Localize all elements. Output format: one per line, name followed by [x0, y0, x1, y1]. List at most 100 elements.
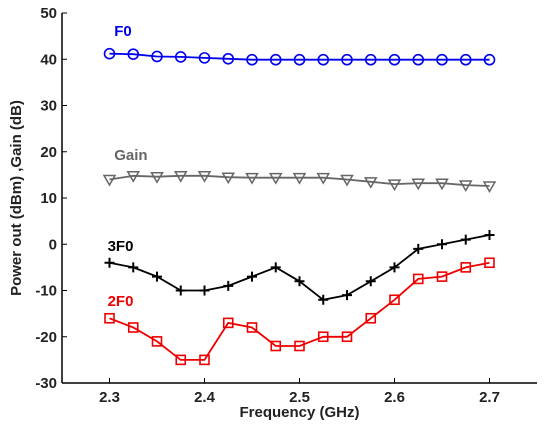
data-point-3 [484, 257, 495, 269]
data-point-1 [482, 181, 497, 193]
data-point-3 [222, 317, 234, 329]
data-point-1 [387, 179, 402, 192]
data-point-2 [247, 271, 257, 282]
series-label-f0: F0 [114, 23, 132, 40]
data-point-2 [223, 280, 234, 291]
x-tick-label: 2.5 [289, 389, 310, 406]
data-point-3 [246, 322, 258, 333]
axes: 2.3 2.4 2.5 2.6 2.7 -30 -20 -10 0 10 20 30 40 50 [35, 5, 537, 406]
y-tick-label: -20 [35, 329, 57, 346]
data-point-0 [198, 52, 211, 64]
data-point-1 [363, 177, 378, 189]
data-point-0 [412, 53, 425, 66]
data-point-2 [175, 285, 186, 296]
data-point-1 [126, 171, 141, 183]
series-label-gain: Gain [114, 147, 147, 164]
data-point-2 [270, 262, 281, 273]
data-point-0 [364, 53, 377, 66]
x-tick-label: 2.6 [384, 389, 405, 406]
data-point-0 [436, 53, 448, 66]
series-label-2f0: 2F0 [108, 293, 134, 310]
series-label-3f0: 3F0 [108, 238, 134, 255]
data-point-2 [437, 239, 447, 250]
data-point-3 [436, 271, 448, 282]
series-labels: F0 Gain 3F0 2F0 [108, 23, 148, 310]
data-point-2 [365, 276, 376, 287]
data-point-3 [151, 336, 163, 347]
data-point-1 [340, 174, 354, 187]
data-point-1 [221, 172, 236, 185]
data-point-1 [197, 171, 212, 183]
data-point-0 [246, 53, 258, 66]
data-point-1 [435, 178, 449, 191]
y-tick-label: 0 [49, 236, 57, 253]
series-line [109, 174, 490, 187]
data-point-1 [173, 171, 188, 183]
data-point-3 [365, 312, 377, 324]
data-point-2 [294, 276, 305, 287]
x-tick-label: 2.4 [194, 389, 216, 406]
data-point-3 [294, 340, 305, 352]
data-point-2 [128, 262, 139, 273]
series-f0 [103, 47, 496, 66]
data-point-1 [102, 174, 117, 187]
data-point-0 [341, 53, 353, 66]
data-point-2 [413, 243, 424, 254]
data-point-0 [269, 53, 282, 66]
data-point-0 [222, 52, 235, 65]
series-2f0 [104, 257, 495, 366]
series-layer [102, 47, 497, 366]
data-point-2 [389, 262, 400, 273]
data-point-0 [151, 50, 163, 63]
data-point-0 [317, 53, 330, 66]
series-gain [102, 171, 497, 193]
data-point-3 [175, 354, 187, 366]
data-point-2 [460, 234, 471, 245]
y-tick-label: -30 [35, 375, 57, 392]
data-point-0 [127, 48, 140, 60]
data-point-3 [317, 331, 329, 343]
y-tick-label: 20 [40, 144, 57, 161]
data-point-3 [460, 262, 472, 273]
data-point-2 [152, 271, 162, 282]
x-axis-title: Frequency (GHz) [239, 404, 359, 421]
data-point-0 [459, 53, 472, 66]
data-point-0 [293, 53, 306, 66]
x-tick-label: 2.7 [479, 389, 500, 406]
y-tick-label: 50 [40, 5, 57, 22]
data-point-1 [411, 178, 426, 191]
data-point-0 [388, 53, 401, 66]
data-point-1 [268, 172, 283, 185]
data-point-1 [245, 172, 259, 185]
y-tick-label: 40 [40, 51, 57, 68]
data-point-2 [342, 290, 352, 301]
data-point-0 [174, 51, 187, 63]
data-point-3 [199, 354, 210, 366]
data-point-3 [104, 312, 115, 324]
data-point-3 [389, 294, 400, 306]
data-point-1 [458, 180, 473, 193]
series-line [109, 52, 490, 61]
data-point-1 [150, 171, 164, 184]
data-point-2 [199, 285, 210, 296]
y-tick-label: 30 [40, 98, 57, 115]
data-point-2 [104, 257, 115, 268]
y-axis-title: Power out (dBm) ,Gain (dB) [8, 100, 25, 296]
x-tick-label: 2.3 [99, 389, 120, 406]
series-line [109, 261, 490, 361]
data-point-2 [318, 294, 329, 305]
data-point-1 [292, 172, 307, 185]
data-point-0 [483, 53, 496, 66]
y-tick-label: -10 [35, 283, 57, 300]
series-line [109, 234, 490, 301]
data-point-3 [412, 273, 424, 285]
data-point-2 [484, 230, 495, 240]
series-3f0 [104, 230, 495, 305]
data-point-3 [341, 331, 353, 343]
data-point-3 [127, 322, 139, 333]
data-point-3 [270, 340, 282, 352]
data-point-1 [316, 172, 331, 185]
y-tick-label: 10 [40, 190, 57, 207]
data-point-0 [103, 47, 116, 60]
